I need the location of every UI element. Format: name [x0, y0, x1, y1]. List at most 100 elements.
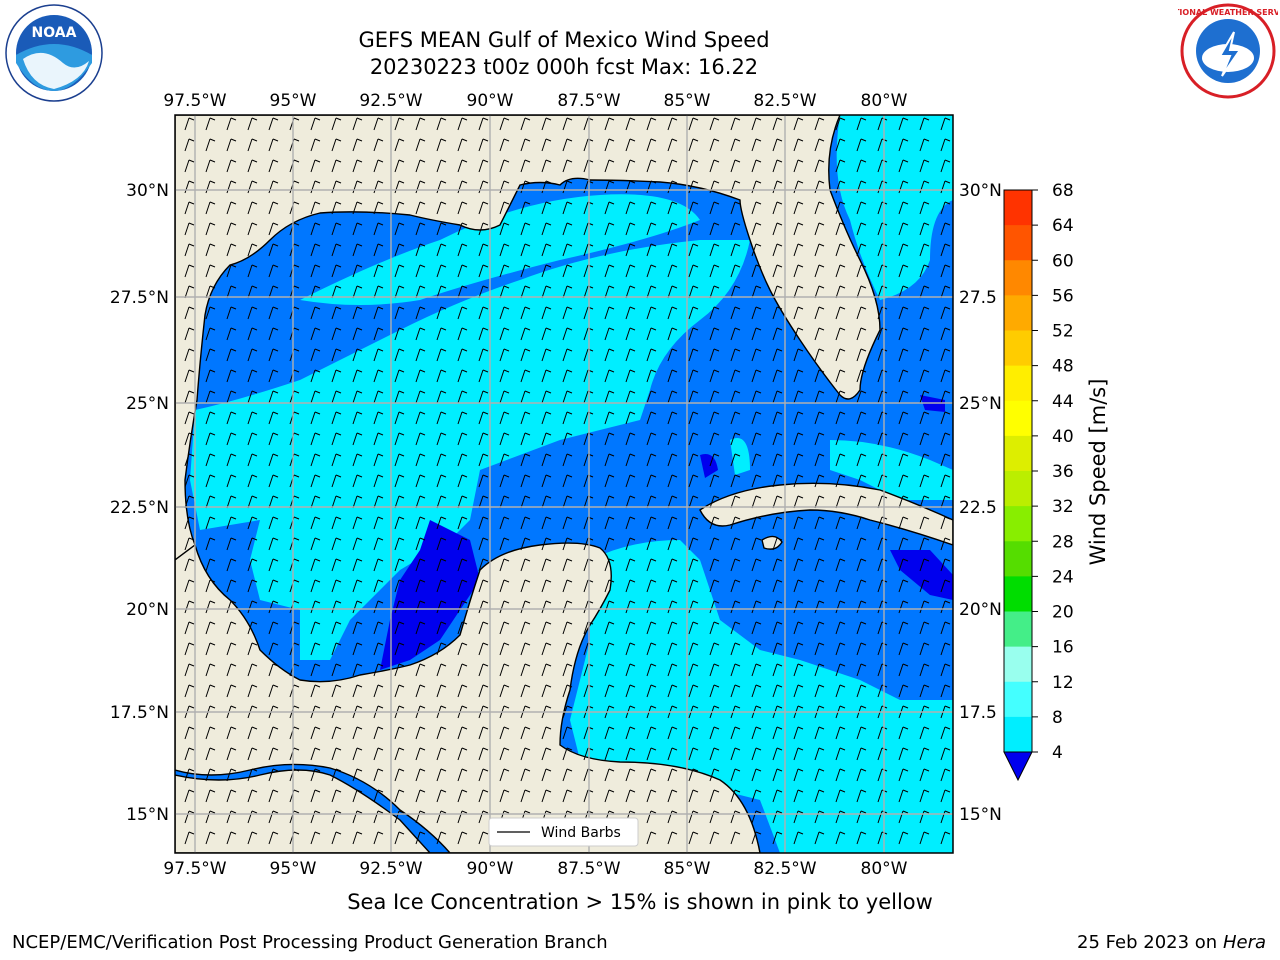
wind-barb [583, 159, 589, 173]
wind-barb-flag [692, 327, 699, 331]
wind-barb-flag [503, 369, 510, 373]
wind-barb-flag [692, 369, 699, 373]
wind-barb [751, 117, 757, 131]
wind-barb-flag [692, 768, 699, 772]
wind-barb [709, 432, 715, 446]
wind-barb [667, 159, 673, 173]
wind-barb [814, 243, 820, 257]
wind-barb [562, 516, 568, 530]
wind-barb [856, 516, 862, 530]
wind-barb-flag [524, 789, 531, 793]
wind-barb [184, 495, 190, 509]
wind-barb [751, 726, 757, 740]
wind-barb [940, 579, 946, 593]
wind-barb-flag [650, 789, 657, 793]
wind-barb-flag [230, 579, 237, 583]
wind-barb-flag [692, 159, 699, 163]
wind-barb [898, 684, 904, 698]
noaa-logo: NOAA [3, 3, 105, 107]
wind-barb-flag [797, 222, 804, 226]
wind-barb-flag [545, 390, 552, 394]
wind-barb [541, 243, 547, 257]
wind-barb-flag [482, 180, 489, 184]
wind-barb [856, 264, 862, 278]
wind-barb-flag [671, 516, 678, 520]
wind-barb-flag [272, 789, 279, 793]
wind-barb [205, 789, 211, 803]
wind-barb-flag [902, 327, 909, 331]
wind-barb-flag [503, 453, 510, 457]
wind-barb-flag [461, 390, 468, 394]
wind-barb-flag [629, 453, 636, 457]
wind-barb [793, 558, 799, 572]
wind-barb-flag [944, 327, 951, 331]
wind-barb [478, 642, 484, 656]
wind-barb-flag [566, 810, 573, 814]
wind-barb [919, 684, 925, 698]
wind-barb-flag [608, 600, 615, 604]
wind-barb [562, 117, 568, 131]
wind-barb [436, 579, 442, 593]
wind-barb [688, 789, 694, 803]
wind-barb [688, 516, 694, 530]
wind-barb-flag [692, 726, 699, 730]
wind-barb-flag [818, 768, 825, 772]
wind-barb [268, 642, 274, 656]
wind-barb-flag [755, 432, 762, 436]
wind-barb [373, 726, 379, 740]
wind-barb-flag [377, 495, 384, 499]
wind-barb-flag [902, 348, 909, 352]
wind-barb [331, 159, 337, 173]
wind-barb-flag [902, 495, 909, 499]
wind-barb [919, 621, 925, 635]
wind-barb [646, 159, 652, 173]
wind-barb-flag [419, 558, 426, 562]
wind-barb-flag [755, 621, 762, 625]
wind-barb-flag [461, 306, 468, 310]
wind-barb [499, 684, 505, 698]
wind-barb [898, 621, 904, 635]
wind-barb-flag [335, 810, 342, 814]
wind-barb [709, 831, 715, 845]
wind-barb [583, 369, 589, 383]
wind-barb-flag [461, 558, 468, 562]
wind-barb-flag [818, 285, 825, 289]
wind-barb-flag [734, 705, 741, 709]
wind-barb-flag [503, 348, 510, 352]
wind-barb-flag [797, 180, 804, 184]
wind-barb [478, 789, 484, 803]
wind-barb [898, 600, 904, 614]
wind-barb [394, 768, 400, 782]
wind-barb [583, 747, 589, 761]
wind-barb-flag [818, 684, 825, 688]
wind-barb-flag [776, 810, 783, 814]
wind-barb-flag [818, 663, 825, 667]
wind-barb [772, 642, 778, 656]
wind-barb [415, 516, 421, 530]
wind-barb [373, 285, 379, 299]
wind-barb-flag [734, 411, 741, 415]
wind-barb-flag [398, 747, 405, 751]
wind-barb-flag [461, 789, 468, 793]
wind-barb-flag [713, 747, 720, 751]
wind-barb [751, 411, 757, 425]
wind-barb [184, 810, 190, 824]
colorbar-segment [1004, 295, 1032, 331]
wind-barb [310, 642, 316, 656]
wind-barb [625, 789, 631, 803]
wind-barb-flag [314, 516, 321, 520]
wind-barb [457, 369, 463, 383]
wind-barb-flag [377, 579, 384, 583]
wind-barb-flag [713, 810, 720, 814]
wind-barb [709, 369, 715, 383]
wind-barb-flag [293, 306, 300, 310]
wind-barb [814, 684, 820, 698]
wind-barb [856, 285, 862, 299]
wind-barb-flag [902, 600, 909, 604]
wind-barb [772, 495, 778, 509]
wind-barb-flag [188, 285, 195, 289]
wind-barb [394, 201, 400, 215]
wind-barb [310, 159, 316, 173]
wind-barb-flag [398, 243, 405, 247]
wind-barb-flag [629, 264, 636, 268]
